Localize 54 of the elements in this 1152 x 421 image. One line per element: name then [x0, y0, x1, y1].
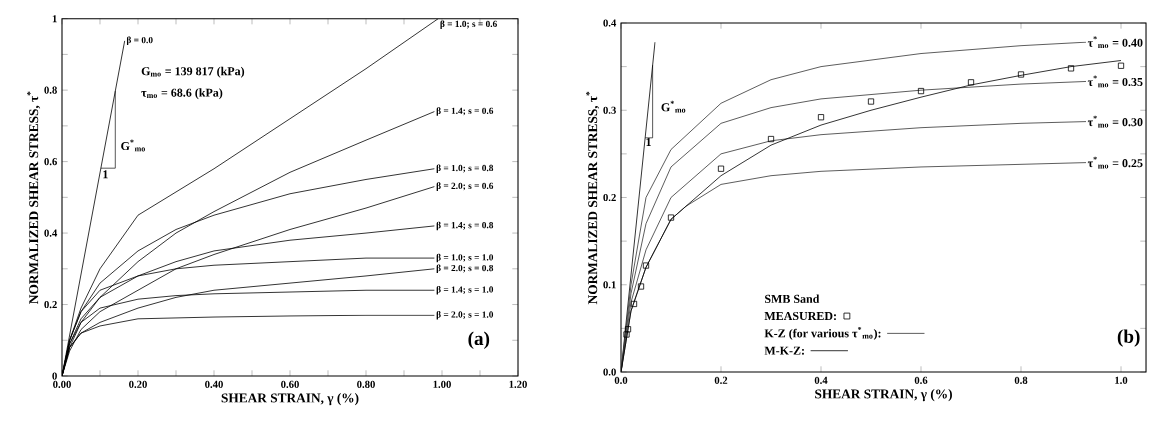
- series-label: β = 1.0; s = 0.8: [436, 164, 494, 174]
- y-tick-label: 0.2: [603, 193, 616, 202]
- y-tick-label: 1: [52, 15, 57, 23]
- y-axis-title: NORMALIZED SHEAR STRESS, τ$^{*}$: [27, 91, 41, 304]
- x-tick-label: 0.00: [53, 380, 71, 388]
- annotation: 1: [646, 138, 651, 146]
- x-tick-label: 0.40: [205, 380, 223, 388]
- y-tick-label: 0.4: [603, 19, 617, 27]
- x-tick-label: 0.2: [714, 376, 728, 384]
- y-tick-label: 0.2: [44, 300, 57, 309]
- x-axis-title: SHEAR STRAIN, γ (%): [815, 389, 952, 402]
- series-label: β = 0.0: [126, 36, 153, 46]
- legend-label: M-K-Z:: [764, 346, 804, 355]
- legend-label: β = 1.0; s = 0.6: [440, 20, 497, 29]
- x-tick-label: 0.60: [281, 380, 299, 388]
- legend-label: β = 2.0; s = 0.8: [436, 264, 494, 274]
- y-tick-label: 0: [52, 372, 57, 380]
- series-label: β = 1.4; s = 0.6: [436, 107, 494, 116]
- annotation: τ$_{mo}$ = 68.6 (kPa): [141, 88, 223, 100]
- series-label: β = 1.4; s = 1.0: [436, 285, 494, 295]
- x-axis-title: SHEAR STRAIN, γ (%): [221, 393, 359, 406]
- series-label: β = 2.0; s = 0.6: [436, 182, 494, 191]
- x-tick-label: 0.20: [129, 380, 147, 388]
- y-tick-label: 0.8: [44, 86, 57, 94]
- legend-title: SMB Sand: [765, 294, 820, 303]
- annotation: G$_{mo}$ = 139 817 (kPa): [141, 66, 245, 78]
- legend-label: K-Z (for various τ$^{*}$$_{mo}$):: [764, 326, 881, 340]
- x-tick-label: 0.80: [357, 380, 375, 388]
- annotation: τ$^{*}$$_{mo}$ = 0.30: [1087, 115, 1143, 128]
- y-axis-title: NORMALIZED SHEAR STRESS, τ$^{*}$: [586, 91, 600, 305]
- y-tick-label: 0.6: [44, 157, 57, 166]
- x-tick-label: 1.20: [509, 380, 527, 388]
- annotation: 1: [103, 170, 108, 179]
- annotation: (a): [468, 331, 490, 349]
- annotation: G$^{*}$mo: [661, 100, 686, 113]
- annotation: (b): [1117, 329, 1140, 347]
- legend-label: MEASURED:: [764, 311, 836, 321]
- annotation: τ$^{*}$$_{mo}$ = 0.25: [1087, 156, 1143, 169]
- x-tick-label: 0.0: [614, 376, 628, 384]
- x-tick-label: 0.8: [1014, 376, 1028, 384]
- x-tick-label: 0.6: [914, 376, 928, 384]
- y-tick-label: 0.3: [603, 106, 616, 114]
- y-tick-label: 0.0: [603, 368, 616, 376]
- x-tick-label: 1.00: [433, 380, 451, 388]
- y-tick-label: 0.4: [44, 229, 58, 237]
- series-label: β = 1.4; s = 0.8: [436, 221, 494, 231]
- y-tick-label: 0.1: [603, 281, 616, 289]
- annotation: G$^{*}$mo: [121, 139, 145, 152]
- annotation: τ$^{*}$$_{mo}$ = 0.40: [1087, 36, 1143, 49]
- series-label: β = 1.0; s = 1.0: [436, 253, 494, 263]
- x-tick-label: 1.0: [1115, 376, 1128, 384]
- series-label: β = 2.0; s = 1.0: [436, 310, 494, 320]
- annotation: τ$^{*}$$_{mo}$ = 0.35: [1087, 75, 1143, 88]
- x-tick-label: 0.4: [814, 376, 828, 384]
